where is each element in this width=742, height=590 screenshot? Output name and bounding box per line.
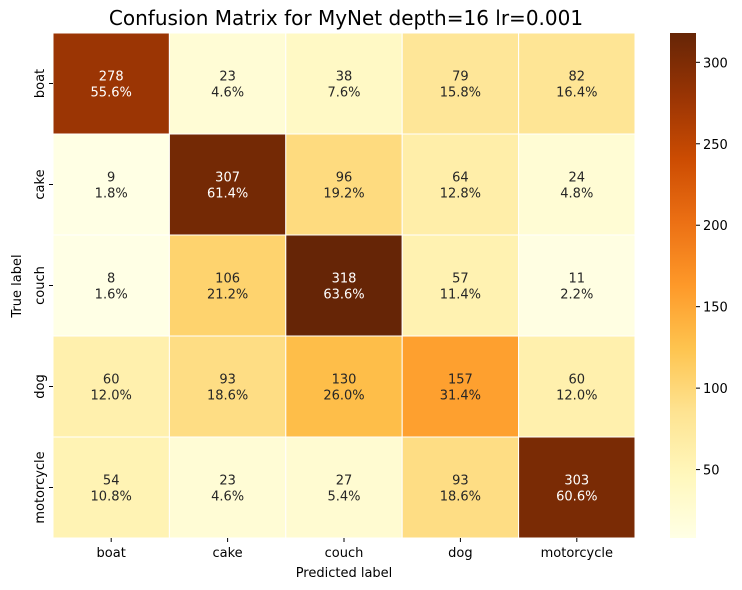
cell-count-label: 23: [219, 474, 236, 489]
cell-count-label: 8: [107, 272, 115, 287]
colorbar-tick-label: 300: [703, 56, 728, 71]
cell-percent-label: 19.2%: [323, 187, 364, 202]
heatmap-cell: [168, 234, 287, 337]
colorbar: 50 100 150 200 250 300: [670, 33, 728, 538]
heatmap-cell: [52, 32, 170, 135]
cell-percent-label: 11.4%: [440, 288, 481, 303]
cell-percent-label: 2.2%: [560, 288, 593, 303]
x-tick-label: boat: [97, 546, 126, 561]
cell-percent-label: 1.6%: [95, 288, 128, 303]
cell-percent-label: 15.8%: [440, 86, 481, 101]
cell-count-label: 307: [215, 171, 240, 186]
cell-count-label: 38: [336, 70, 353, 85]
heatmap-cell: [285, 133, 403, 236]
cell-percent-label: 31.4%: [440, 389, 481, 404]
cell-percent-label: 26.0%: [323, 389, 364, 404]
heatmap-cell: [285, 234, 403, 337]
colorbar-gradient: [670, 33, 696, 538]
cell-count-label: 60: [569, 373, 586, 388]
cell-percent-label: 18.6%: [207, 389, 248, 404]
cell-count-label: 9: [107, 171, 115, 186]
heatmap-cell: [285, 335, 403, 438]
heatmap-cell: [518, 335, 636, 438]
heatmap-cell: [168, 436, 287, 539]
x-tick-label: cake: [213, 546, 243, 561]
heatmap-cell: [401, 335, 520, 438]
cell-percent-label: 21.2%: [207, 288, 248, 303]
y-tick-label: boat: [33, 69, 48, 98]
colorbar-tick-label: 50: [703, 464, 720, 479]
cell-count-label: 303: [564, 474, 589, 489]
cell-percent-label: 61.4%: [207, 187, 248, 202]
x-tick-labels: boat cake couch dog motorcycle: [97, 538, 613, 561]
chart-title: Confusion Matrix for MyNet depth=16 lr=0…: [109, 6, 583, 30]
cell-count-label: 82: [569, 70, 586, 85]
cell-count-label: 157: [448, 373, 473, 388]
x-tick-label: motorcycle: [541, 546, 613, 561]
heatmap-cell: [285, 436, 403, 539]
cell-count-label: 64: [452, 171, 469, 186]
y-tick-labels: boat cake couch dog motorcycle: [33, 69, 53, 524]
y-tick-label: cake: [33, 169, 48, 199]
cell-count-label: 93: [219, 373, 236, 388]
cell-count-label: 54: [103, 474, 120, 489]
cell-percent-label: 16.4%: [556, 86, 597, 101]
cell-percent-label: 5.4%: [327, 490, 360, 505]
colorbar-tick-label: 200: [703, 219, 728, 234]
cell-percent-label: 55.6%: [91, 86, 132, 101]
cell-count-label: 318: [332, 272, 357, 287]
heatmap-cell: [401, 234, 520, 337]
x-tick-label: dog: [448, 546, 472, 561]
cell-percent-label: 1.8%: [95, 187, 128, 202]
cell-percent-label: 12.0%: [556, 389, 597, 404]
cell-percent-label: 63.6%: [323, 288, 364, 303]
cell-percent-label: 10.8%: [91, 490, 132, 505]
cell-percent-label: 4.6%: [211, 86, 244, 101]
heatmap-cell: [168, 335, 287, 438]
cell-percent-label: 4.6%: [211, 490, 244, 505]
cell-count-label: 96: [336, 171, 353, 186]
heatmap-cell: [518, 32, 636, 135]
heatmap-cell: [401, 32, 520, 135]
cell-percent-label: 12.8%: [440, 187, 481, 202]
cell-count-label: 57: [452, 272, 469, 287]
heatmap-cell: [52, 133, 170, 236]
y-tick-label: motorcycle: [33, 451, 48, 523]
heatmap-cell: [518, 436, 636, 539]
cell-percent-label: 12.0%: [91, 389, 132, 404]
colorbar-tick-label: 250: [703, 138, 728, 153]
cell-percent-label: 7.6%: [327, 86, 360, 101]
cell-percent-label: 60.6%: [556, 490, 597, 505]
cell-count-label: 130: [332, 373, 357, 388]
heatmap-cell: [518, 234, 636, 337]
cell-count-label: 79: [452, 70, 469, 85]
colorbar-tick-label: 150: [703, 301, 728, 316]
heatmap-cell: [285, 32, 403, 135]
cell-count-label: 60: [103, 373, 120, 388]
colorbar-tick-label: 100: [703, 382, 728, 397]
cell-count-label: 106: [215, 272, 240, 287]
cell-percent-label: 18.6%: [440, 490, 481, 505]
heatmap-cells: 27855.6%234.6%387.6%7915.8%8216.4%91.8%3…: [52, 32, 636, 539]
cell-count-label: 23: [219, 70, 236, 85]
cell-count-label: 24: [569, 171, 586, 186]
heatmap-cell: [168, 32, 287, 135]
cell-count-label: 11: [569, 272, 586, 287]
cell-count-label: 27: [336, 474, 353, 489]
x-axis-label: Predicted label: [296, 566, 393, 581]
heatmap-cell: [518, 133, 636, 236]
cell-count-label: 93: [452, 474, 469, 489]
y-tick-label: couch: [33, 266, 48, 305]
heatmap-cell: [52, 436, 170, 539]
y-axis-label: True label: [10, 254, 25, 318]
x-tick-label: couch: [325, 546, 364, 561]
y-tick-label: dog: [33, 374, 48, 398]
cell-percent-label: 4.8%: [560, 187, 593, 202]
cell-count-label: 278: [99, 70, 124, 85]
